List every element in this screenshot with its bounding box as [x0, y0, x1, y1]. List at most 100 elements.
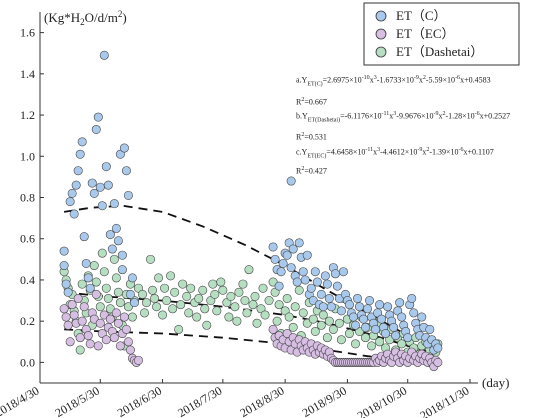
point-et-c: [306, 283, 316, 293]
point-et-c: [113, 236, 123, 246]
x-tick-label: 2018/9/30: [300, 383, 349, 418]
point-et-c: [332, 281, 342, 291]
point-et-c: [298, 267, 308, 277]
point-et-dashetai: [238, 279, 248, 289]
point-et-dashetai: [294, 285, 304, 295]
point-et-c: [350, 320, 360, 330]
point-et-dashetai: [258, 283, 268, 293]
point-et-c: [391, 331, 401, 341]
point-et-dashetai: [218, 285, 228, 295]
r-squared-b: R2=0.531: [296, 132, 327, 142]
point-et-dashetai: [178, 279, 188, 289]
point-et-dashetai: [184, 308, 194, 318]
point-et-ec: [105, 314, 115, 324]
point-et-dashetai: [198, 285, 208, 295]
point-et-c: [103, 180, 113, 190]
point-et-dashetai: [274, 300, 284, 310]
point-et-dashetai: [260, 310, 270, 320]
point-et-dashetai: [367, 341, 377, 351]
equation-a: a.YET(C)=2.6975×10-10x3-1.6733×10-9x2-5.…: [296, 75, 491, 88]
point-et-ec: [123, 337, 133, 347]
point-et-dashetai: [194, 293, 204, 303]
x-tick-label: 2018/6/30: [115, 383, 164, 418]
point-et-dashetai: [282, 293, 292, 303]
point-et-c: [117, 265, 127, 275]
point-et-c: [326, 302, 336, 312]
point-et-c: [67, 188, 77, 198]
point-et-c: [81, 258, 91, 268]
point-et-dashetai: [160, 283, 170, 293]
point-et-dashetai: [168, 304, 178, 314]
point-et-c: [288, 244, 298, 254]
point-et-dashetai: [95, 302, 105, 312]
point-et-dashetai: [248, 300, 258, 310]
point-et-dashetai: [148, 285, 158, 295]
point-et-ec: [75, 333, 85, 343]
y-axis-title: (Kg*H2O/d/m2): [44, 9, 127, 27]
point-et-dashetai: [234, 287, 244, 297]
point-et-c: [365, 296, 375, 306]
point-et-c: [95, 182, 105, 192]
point-et-dashetai: [115, 298, 125, 308]
point-et-dashetai: [97, 248, 107, 258]
r-squared-c: R2=0.427: [296, 166, 327, 176]
point-et-c: [59, 261, 69, 271]
point-et-c: [407, 293, 417, 303]
point-et-ec: [109, 333, 119, 343]
point-et-c: [71, 180, 81, 190]
point-et-ec: [93, 341, 103, 351]
point-et-c: [354, 302, 364, 312]
point-et-dashetai: [154, 273, 164, 283]
point-et-dashetai: [174, 324, 184, 334]
point-et-dashetai: [272, 316, 282, 326]
point-et-dashetai: [310, 326, 320, 336]
point-et-c: [73, 166, 83, 176]
point-et-dashetai: [176, 300, 186, 310]
legend-marker-ec: [375, 28, 387, 40]
point-et-c: [336, 306, 346, 316]
x-tick-label: 2018/5/30: [53, 383, 102, 418]
y-ticks: 0.0 0.2 0.4 0.6 0.8 1.0 1.2 1.4 1.6: [20, 26, 44, 369]
legend: ET（C） ET（EC） ET（Dashetai）: [363, 2, 520, 66]
point-et-dashetai: [288, 322, 298, 332]
point-et-ec: [133, 355, 143, 365]
equation-c: c.YET(EC)=4.6458×10-11x3-4.4612×10-9x2-1…: [296, 147, 494, 160]
point-et-dashetai: [77, 279, 87, 289]
point-et-dashetai: [232, 316, 242, 326]
point-et-dashetai: [290, 302, 300, 312]
point-et-c: [310, 267, 320, 277]
y-tick-label: 0.0: [20, 355, 35, 369]
point-et-c: [381, 329, 391, 339]
point-et-ec: [113, 318, 123, 328]
y-tick-label: 0.4: [20, 273, 35, 287]
point-et-dashetai: [139, 308, 149, 318]
legend-label-dashetai: ET（Dashetai）: [396, 44, 483, 59]
point-et-dashetai: [89, 261, 99, 271]
y-tick-label: 0.2: [20, 314, 35, 328]
point-et-c: [425, 324, 435, 334]
point-et-ec: [95, 318, 105, 328]
point-et-c: [109, 199, 119, 209]
point-et-c: [383, 302, 393, 312]
point-et-dashetai: [226, 291, 236, 301]
point-et-dashetai: [361, 333, 371, 343]
point-et-dashetai: [170, 287, 180, 297]
point-et-c: [119, 143, 129, 153]
point-et-dashetai: [208, 279, 218, 289]
point-et-c: [377, 314, 387, 324]
point-et-c: [77, 137, 87, 147]
point-et-c: [127, 273, 137, 283]
point-et-dashetai: [91, 277, 101, 287]
point-et-c: [286, 263, 296, 273]
point-et-c: [105, 230, 115, 240]
point-et-c: [270, 254, 280, 264]
point-et-c: [107, 244, 117, 254]
point-et-c: [59, 246, 69, 256]
point-et-c: [397, 312, 407, 322]
point-et-ec: [59, 304, 69, 314]
point-et-c: [274, 281, 284, 291]
point-et-dashetai: [210, 289, 220, 299]
point-et-c: [330, 269, 340, 279]
point-et-c: [268, 242, 278, 252]
